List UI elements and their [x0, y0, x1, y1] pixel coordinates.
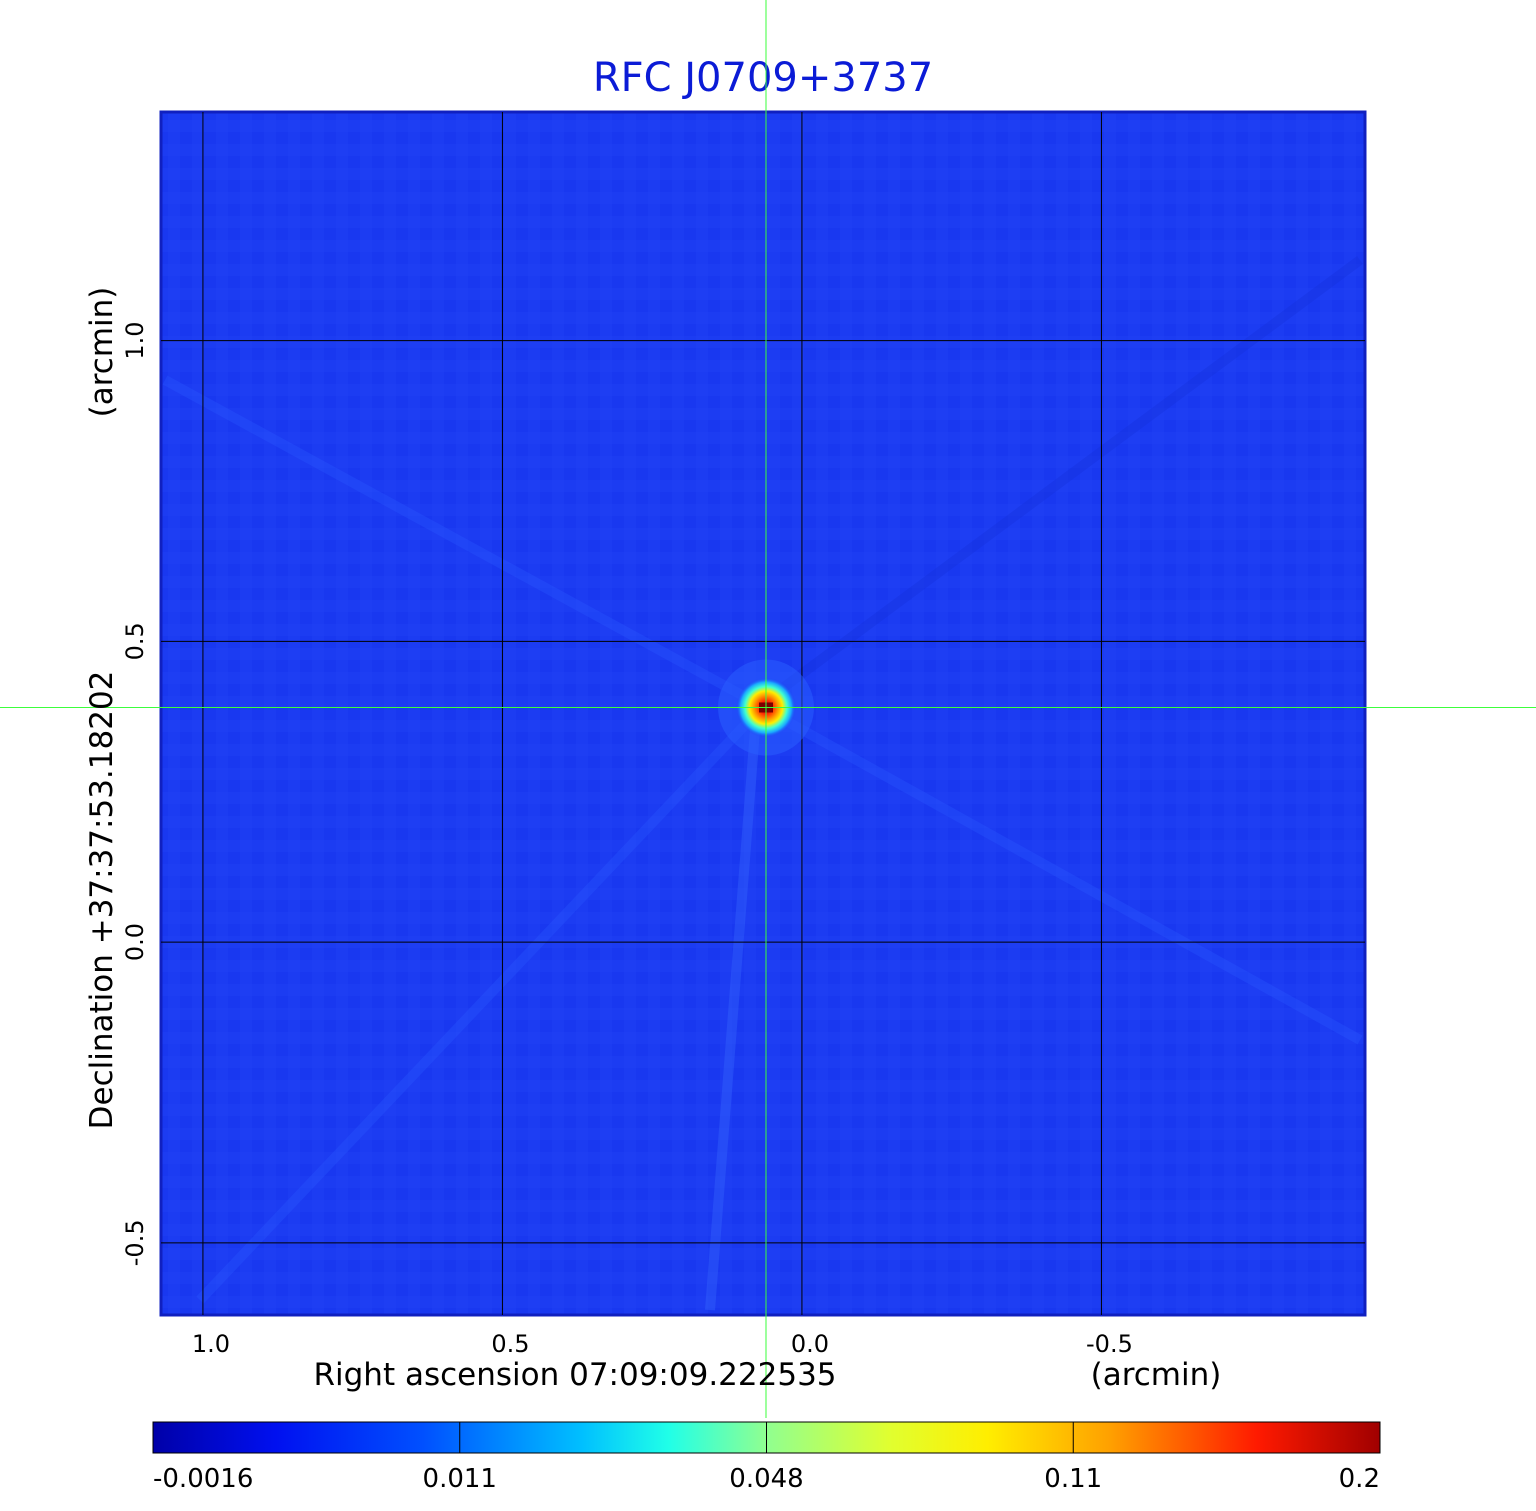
y-tick-label: 1.0 [121, 321, 149, 359]
grid [161, 112, 1365, 1315]
sidelobe-streak [705, 729, 760, 1311]
colorbar-tick-label: 0.2 [1339, 1464, 1380, 1494]
x-axis-label: Right ascension 07:09:09.222535 [313, 1357, 836, 1393]
colorbar-tick-label: 0.048 [729, 1464, 803, 1494]
y-tick-label: -0.5 [121, 1219, 149, 1266]
x-tick-label: 0.0 [791, 1330, 829, 1358]
tick-labels: 1.0 0.5 0.0 -0.5 1.0 0.5 0.0 -0.5 [121, 321, 1133, 1358]
sidelobe-streak [777, 255, 1363, 695]
x-tick-label: 1.0 [192, 1330, 230, 1358]
chart-title: RFC J0709+3737 [593, 55, 933, 101]
x-tick-label: -0.5 [1086, 1330, 1133, 1358]
y-tick-label: 0.0 [121, 923, 149, 961]
y-tick-label: 0.5 [121, 622, 149, 660]
colorbar-tick-label: 0.11 [1044, 1464, 1102, 1494]
y-axis-label: Declination +37:37:53.18202 [84, 671, 120, 1130]
colorbar-tick-label: -0.0016 [153, 1464, 253, 1494]
x-tick-label: 0.5 [491, 1330, 529, 1358]
sidelobe-streaks [162, 255, 1363, 1311]
colorbar-tick-label: 0.011 [423, 1464, 497, 1494]
y-axis-unit: (arcmin) [84, 287, 120, 418]
x-axis-unit: (arcmin) [1091, 1357, 1222, 1393]
sidelobe-streak [196, 721, 749, 1304]
colorbar-ticks: -0.0016 0.011 0.048 0.11 0.2 [152, 1422, 1381, 1494]
sidelobe-streak [767, 707, 1363, 1045]
sidelobe-streak [162, 375, 763, 710]
crosshair [0, 0, 1536, 1418]
